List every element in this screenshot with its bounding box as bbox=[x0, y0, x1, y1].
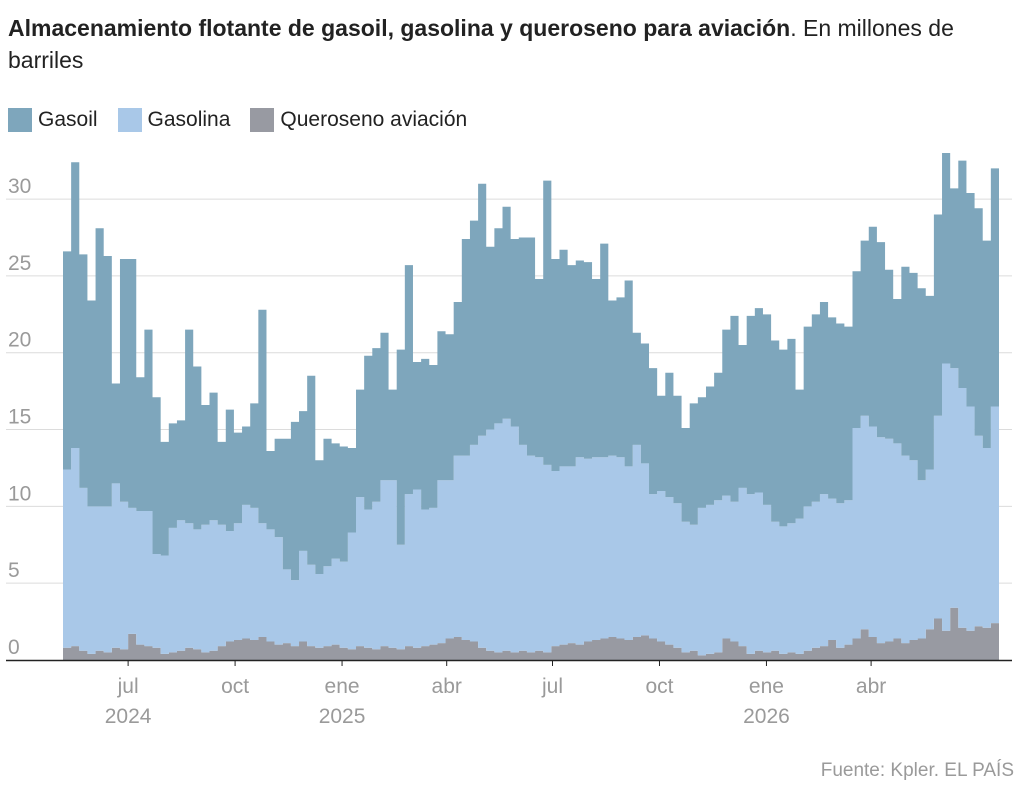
x-tick-label: ene bbox=[749, 675, 784, 698]
y-tick-label: 10 bbox=[8, 482, 31, 505]
x-tick-year-label: 2024 bbox=[105, 705, 152, 728]
legend-label-gasoil: Gasoil bbox=[38, 108, 98, 131]
series-area-gasoil bbox=[63, 153, 999, 581]
x-tick-label: oct bbox=[645, 675, 673, 698]
x-tick-label: abr bbox=[432, 675, 462, 698]
x-tick-label: oct bbox=[221, 675, 249, 698]
x-tick-label: ene bbox=[325, 675, 360, 698]
legend-swatch-gasoil bbox=[8, 108, 32, 132]
legend-item-gasoil: Gasoil bbox=[8, 108, 98, 132]
x-tick-year-label: 2025 bbox=[319, 705, 366, 728]
x-tick-label: jul bbox=[117, 675, 139, 698]
legend-label-gasolina: Gasolina bbox=[147, 108, 231, 131]
x-tick-label: abr bbox=[856, 675, 886, 698]
y-tick-label: 25 bbox=[8, 252, 31, 275]
series-area-gasolina bbox=[63, 363, 999, 656]
chart-title-rest: . En millones de barriles bbox=[8, 15, 954, 73]
legend-swatch-gasolina bbox=[117, 108, 142, 132]
legend-item-gasolina: Gasolina bbox=[117, 108, 231, 132]
x-tick-year-label: 2026 bbox=[743, 705, 790, 728]
legend-label-queroseno: Queroseno aviación bbox=[280, 108, 468, 131]
chart-title-bold: Almacenamiento flotante de gasoil, gasol… bbox=[8, 15, 791, 41]
y-tick-label: 15 bbox=[8, 406, 31, 429]
legend-item-queroseno: Queroseno aviación bbox=[250, 108, 467, 132]
series-area-queroseno-aviacion bbox=[63, 607, 999, 660]
y-tick-label: 5 bbox=[8, 559, 20, 582]
source-note: Fuente: Kpler. EL PAÍS bbox=[820, 760, 1014, 781]
chart-title: Almacenamiento flotante de gasoil, gasol… bbox=[8, 12, 1008, 76]
legend-swatch-queroseno bbox=[250, 108, 275, 132]
y-tick-label: 0 bbox=[8, 636, 20, 659]
y-tick-label: 20 bbox=[8, 329, 31, 352]
y-tick-label: 30 bbox=[8, 175, 31, 198]
legend: Gasoil Gasolina Queroseno aviación bbox=[8, 108, 487, 132]
x-tick-label: jul bbox=[541, 675, 563, 698]
